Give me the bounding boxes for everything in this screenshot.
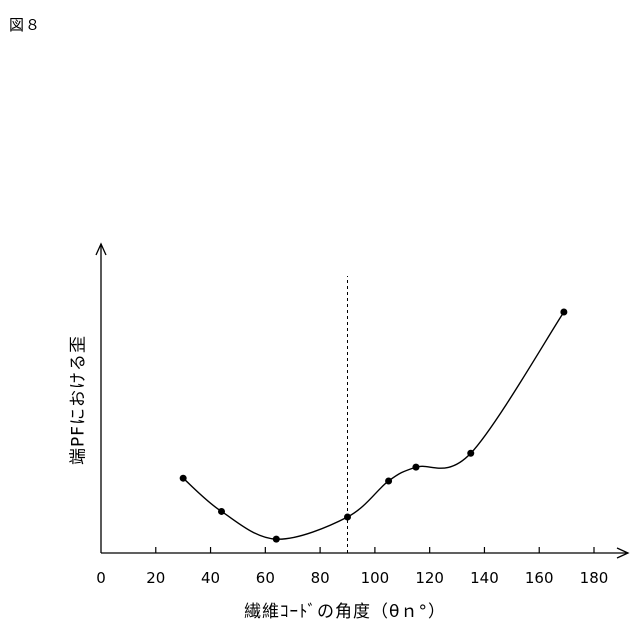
x-tick-label: 160 (525, 569, 554, 587)
x-tick-label: 60 (256, 569, 275, 587)
y-axis-label: 端PFにおける歪 (64, 335, 89, 465)
data-point (218, 508, 225, 515)
x-tick-label: 0 (96, 569, 106, 587)
data-points (180, 309, 568, 543)
x-tick-label: 20 (146, 569, 165, 587)
x-tick-label: 140 (470, 569, 499, 587)
x-tick-label: 40 (201, 569, 220, 587)
data-point (467, 450, 474, 457)
data-point (412, 464, 419, 471)
series-line (183, 312, 564, 539)
data-point (273, 536, 280, 543)
series-lines (183, 312, 564, 539)
data-point (385, 477, 392, 484)
x-tick-label: 80 (311, 569, 330, 587)
data-point (344, 513, 351, 520)
data-point (560, 309, 567, 316)
axes (96, 244, 628, 558)
x-axis-label: 繊維ｺｰﾄﾞの角度（θｎ°） (244, 597, 446, 622)
x-tick-label: 100 (361, 569, 390, 587)
x-tick-label: 180 (580, 569, 609, 587)
data-point (180, 475, 187, 482)
x-tick-label: 120 (415, 569, 444, 587)
